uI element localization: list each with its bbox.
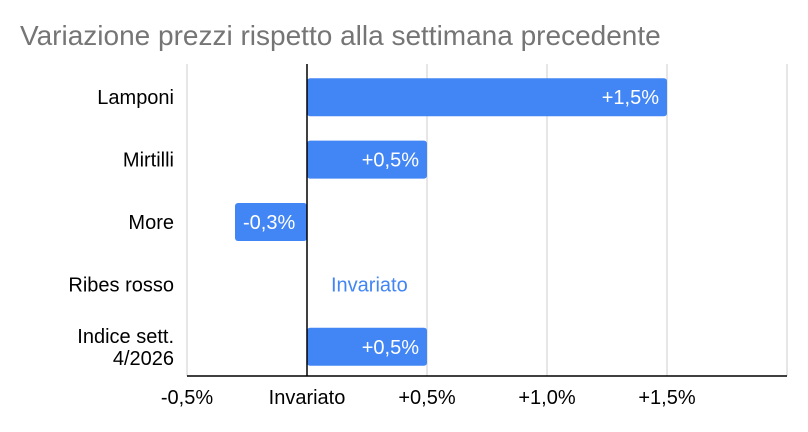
data-labels: +1,5% +0,5% -0,3% Invariato +0,5% xyxy=(243,87,659,359)
data-label: +0,5% xyxy=(362,337,419,359)
x-tick-label: Invariato xyxy=(269,387,346,409)
bars xyxy=(235,78,667,366)
bar xyxy=(307,78,667,117)
data-label: -0,3% xyxy=(243,212,295,234)
x-tick-label: +0,5% xyxy=(398,387,455,409)
bar xyxy=(307,327,427,366)
x-tick-label: +1,5% xyxy=(638,387,695,409)
x-tick-label: +1,0% xyxy=(518,387,575,409)
category-label: Mirtilli xyxy=(123,150,174,172)
category-label: More xyxy=(128,212,174,234)
category-label: Ribes rosso xyxy=(68,274,174,296)
bar xyxy=(235,203,307,241)
x-tick-labels: -0,5% Invariato +0,5% +1,0% +1,5% xyxy=(161,387,696,409)
data-label: +1,5% xyxy=(602,87,659,109)
data-label: +0,5% xyxy=(362,150,419,172)
chart-title: Variazione prezzi rispetto alla settiman… xyxy=(20,20,661,51)
bar xyxy=(307,140,427,179)
data-label: Invariato xyxy=(331,274,408,296)
axis xyxy=(187,64,787,377)
x-tick-label: -0,5% xyxy=(161,387,213,409)
category-label: Lamponi xyxy=(97,87,174,109)
category-label: Indice sett. 4/2026 xyxy=(77,326,174,370)
category-labels: Lamponi Mirtilli More Ribes rosso Indice set… xyxy=(68,87,174,370)
